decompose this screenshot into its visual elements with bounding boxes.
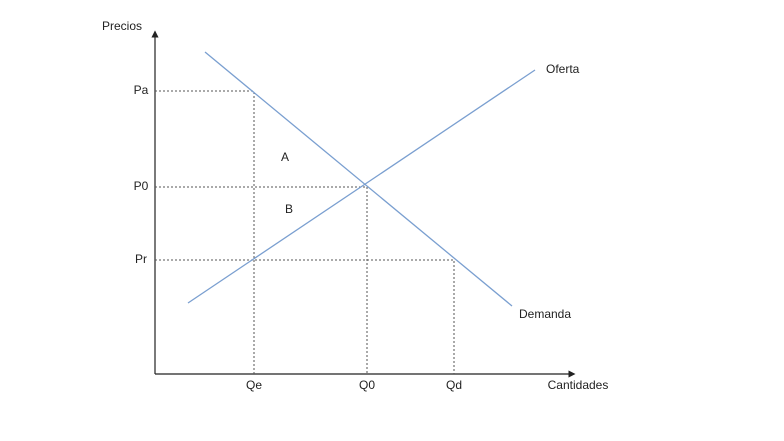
area-label: A bbox=[281, 150, 289, 164]
supply-label: Oferta bbox=[546, 62, 580, 76]
quantity-label: Q0 bbox=[359, 378, 375, 392]
x-axis-label: Cantidades bbox=[548, 378, 609, 392]
price-label: Pa bbox=[134, 83, 149, 97]
quantity-label: Qd bbox=[446, 378, 462, 392]
quantity-label: Qe bbox=[246, 378, 262, 392]
demand-label: Demanda bbox=[519, 307, 571, 321]
y-axis-label: Precios bbox=[102, 19, 142, 33]
price-label: Pr bbox=[135, 252, 147, 266]
guide-pa bbox=[155, 90, 255, 374]
supply-curve bbox=[187, 69, 536, 304]
guide-p0 bbox=[155, 186, 368, 374]
demand-curve bbox=[204, 51, 513, 307]
price-label: P0 bbox=[134, 179, 149, 193]
area-label: B bbox=[285, 202, 293, 216]
